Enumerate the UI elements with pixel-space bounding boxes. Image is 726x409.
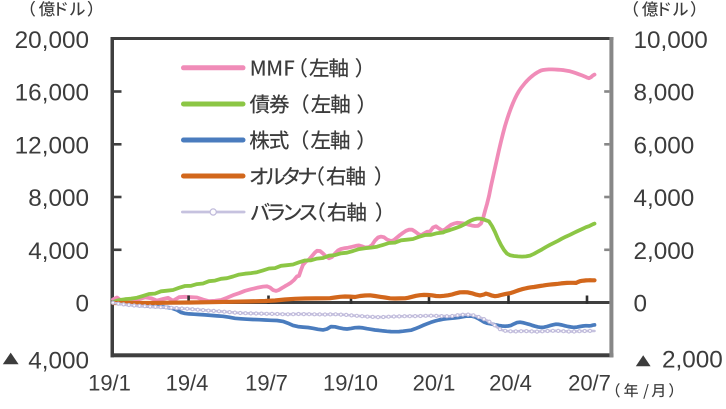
svg-text:0: 0 (634, 291, 648, 318)
svg-text:8,000: 8,000 (634, 80, 695, 107)
svg-text:20/7: 20/7 (568, 371, 611, 396)
svg-text:20/4: 20/4 (489, 371, 532, 396)
svg-text:4,000: 4,000 (634, 185, 695, 212)
svg-text:19/1: 19/1 (88, 371, 131, 396)
svg-text:6,000: 6,000 (634, 133, 695, 160)
svg-text:19/4: 19/4 (166, 371, 209, 396)
svg-text:2,000: 2,000 (662, 346, 723, 373)
svg-text:10,000: 10,000 (634, 27, 708, 54)
svg-text:0: 0 (75, 291, 89, 318)
svg-text:20,000: 20,000 (15, 27, 89, 54)
svg-text:16,000: 16,000 (15, 80, 89, 107)
svg-text:8,000: 8,000 (28, 185, 89, 212)
svg-text:4,000: 4,000 (28, 238, 89, 265)
svg-text:4,000: 4,000 (28, 347, 89, 374)
svg-text:2,000: 2,000 (634, 238, 695, 265)
svg-text:19/10: 19/10 (323, 371, 378, 396)
svg-text:20/1: 20/1 (413, 371, 456, 396)
svg-text:12,000: 12,000 (15, 133, 89, 160)
svg-text:19/7: 19/7 (245, 371, 288, 396)
